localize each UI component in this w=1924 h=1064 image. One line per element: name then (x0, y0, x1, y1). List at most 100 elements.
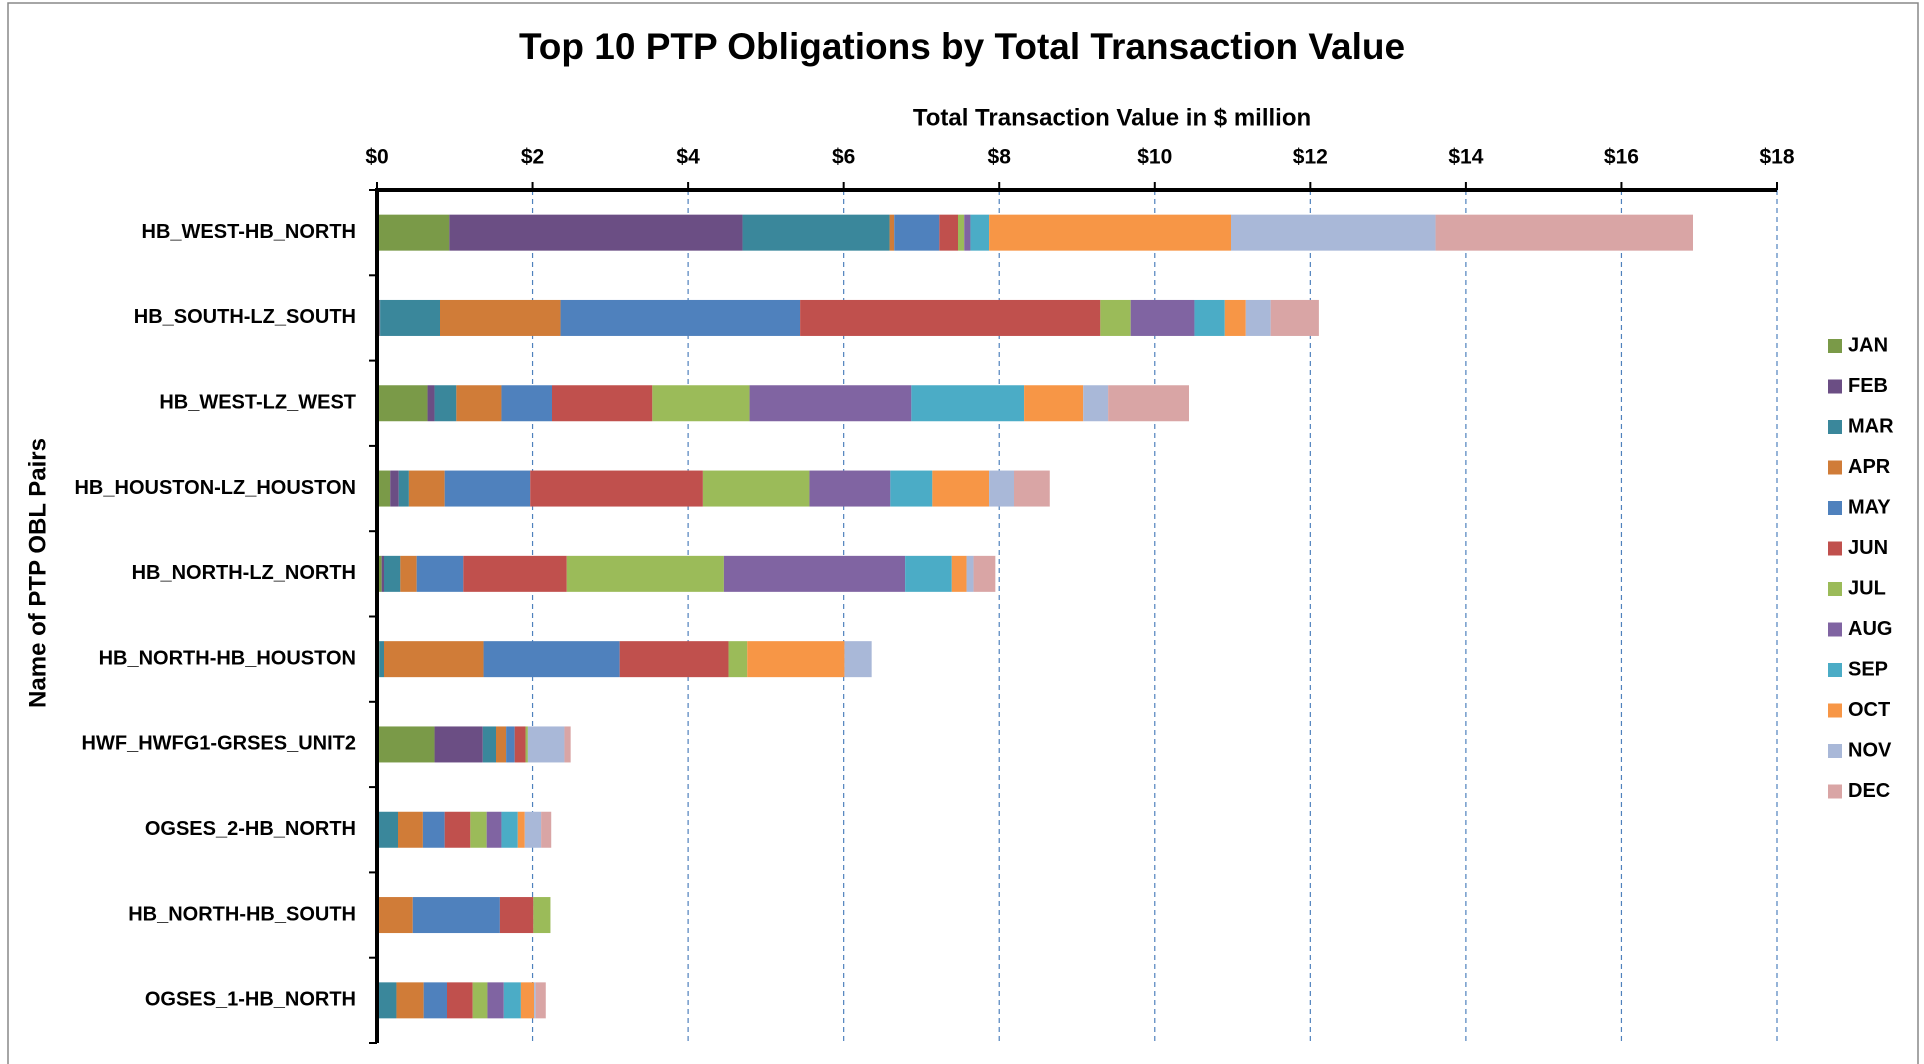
x-tick-label: $12 (1293, 146, 1328, 169)
bar-segment (380, 299, 440, 336)
legend-swatch (1828, 703, 1842, 718)
bar-segment (958, 214, 965, 251)
legend-label: AUG (1848, 618, 1892, 640)
y-tick-label: HB_WEST-HB_NORTH (142, 221, 356, 243)
bar-segment (390, 470, 399, 507)
chart-frame (7, 2, 1919, 1064)
y-tick-label: HB_WEST-LZ_WEST (159, 392, 356, 414)
y-tick-label: HB_NORTH-HB_HOUSTON (99, 647, 356, 669)
bar-segment (400, 555, 417, 592)
bar-segment (973, 555, 996, 592)
bar-segment (377, 811, 398, 848)
bar-segment (444, 470, 531, 507)
bar-segment (384, 555, 401, 592)
bar-segment (1245, 299, 1271, 336)
legend-label: OCT (1848, 699, 1890, 721)
y-tick-label: HB_NORTH-HB_SOUTH (128, 903, 356, 925)
bar-segment (809, 470, 891, 507)
bar-segment (377, 982, 397, 1019)
bar-segment (723, 555, 906, 592)
bar-segment (905, 555, 952, 592)
bar-segment (514, 726, 526, 763)
bar-segment (552, 385, 653, 422)
bar-segment (964, 214, 971, 251)
bar-segment (377, 470, 391, 507)
legend-swatch (1828, 501, 1842, 515)
bar-segment (1270, 299, 1319, 336)
bar-segment (506, 726, 515, 763)
bar-segment (1231, 214, 1436, 251)
y-axis-title: Name of PTP OBL Pairs (24, 438, 51, 708)
y-tick-label: HB_HOUSTON-LZ_HOUSTON (74, 477, 356, 499)
bar-segment (416, 555, 464, 592)
legend-label: MAR (1848, 415, 1894, 437)
x-tick-label: $14 (1448, 146, 1483, 169)
bar-segment (434, 726, 483, 763)
y-tick-label: OGSES_2-HB_NORTH (145, 818, 356, 840)
bar-segment (527, 726, 565, 763)
bar-segment (463, 555, 567, 592)
bar-segment (449, 214, 743, 251)
bar-segment (533, 897, 551, 934)
legend-label: NOV (1848, 739, 1892, 761)
bar-segment (423, 982, 447, 1019)
bar-segment (1100, 299, 1131, 336)
bar-segment (377, 385, 428, 422)
bar-segment (377, 897, 413, 934)
bar-segment (534, 982, 536, 1019)
bar-segment (951, 555, 967, 592)
bar-segment (564, 726, 571, 763)
x-tick-label: $2 (521, 146, 544, 169)
legend-label: APR (1848, 456, 1891, 478)
y-tick-label: OGSES_1-HB_NORTH (145, 989, 356, 1011)
bar-segment (1194, 299, 1225, 336)
bar-segment (1024, 385, 1084, 422)
x-tick-label: $6 (832, 146, 855, 169)
bar-segment (1108, 385, 1189, 422)
legend-label: DEC (1848, 780, 1890, 802)
bar-segment (530, 470, 703, 507)
bar-segment (894, 214, 940, 251)
x-tick-label: $0 (365, 146, 388, 169)
x-tick-label: $16 (1604, 146, 1639, 169)
bar-segment (619, 641, 729, 678)
bar-segment (444, 811, 471, 848)
legend-label: JUL (1848, 577, 1886, 599)
bar-segment (501, 385, 552, 422)
bar-segment (503, 982, 521, 1019)
legend-label: SEP (1848, 658, 1888, 680)
x-axis-title: Total Transaction Value in $ million (913, 104, 1311, 131)
legend-swatch (1828, 420, 1842, 434)
legend-swatch (1828, 541, 1842, 556)
bar-segment (384, 641, 484, 678)
bar-segment (379, 299, 381, 336)
bar-segment (487, 982, 504, 1019)
bar-segment (427, 385, 435, 422)
legend-swatch (1828, 582, 1842, 596)
bar-segment (890, 470, 933, 507)
bar-segment (939, 214, 958, 251)
bar-segment (932, 470, 990, 507)
x-tick-label: $8 (988, 146, 1012, 169)
legend-swatch (1828, 379, 1842, 394)
legend-label: JUN (1848, 537, 1888, 559)
bar-segment (499, 897, 534, 934)
bar-segment (989, 214, 1231, 251)
bar-segment (800, 299, 1101, 336)
y-tick-label: HB_SOUTH-LZ_SOUTH (134, 306, 356, 328)
bar-segment (517, 811, 525, 848)
bar-segment (889, 214, 895, 251)
legend-label: JAN (1848, 334, 1888, 356)
bar-segment (377, 555, 382, 592)
legend-swatch (1828, 663, 1842, 677)
bar-segment (1224, 299, 1246, 336)
legend-label: MAY (1848, 496, 1891, 518)
legend-swatch (1828, 339, 1842, 353)
bar-segment (911, 385, 1025, 422)
bar-segment (434, 385, 457, 422)
bar-segment (652, 385, 750, 422)
bar-segment (377, 726, 435, 763)
bar-segment (541, 811, 552, 848)
